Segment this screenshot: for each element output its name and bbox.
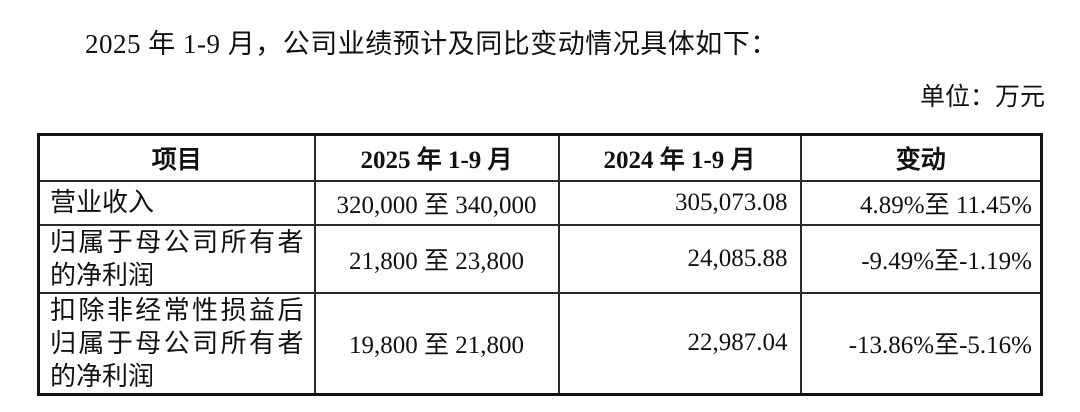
- table-row-net-profit: 归属于母公司所有者的净利润 21,800 至 23,800 24,085.88 …: [37, 223, 1043, 294]
- cell-change-value: -9.49%至-1.19%: [799, 223, 1043, 294]
- table-row-revenue: 营业收入 320,000 至 340,000 305,073.08 4.89%至…: [37, 179, 1043, 226]
- cell-change-value: 4.89%至 11.45%: [799, 179, 1043, 226]
- cell-2024-value: 24,085.88: [557, 223, 802, 294]
- unit-label: 单位：万元: [919, 84, 1045, 111]
- cell-item-name: 扣除非经常性损益后归属于母公司所有者的净利润: [37, 291, 316, 395]
- col-header-item: 项目: [37, 133, 316, 182]
- cell-2025-value: 320,000 至 340,000: [313, 179, 560, 226]
- col-header-2024: 2024 年 1-9 月: [557, 133, 802, 182]
- table-row-net-profit-excl-nonrecurring: 扣除非经常性损益后归属于母公司所有者的净利润 19,800 至 21,800 2…: [37, 291, 1043, 395]
- cell-2025-value: 21,800 至 23,800: [313, 223, 560, 294]
- cell-2025-value: 19,800 至 21,800: [313, 291, 560, 395]
- cell-2024-value: 22,987.04: [557, 291, 802, 395]
- table-header-row: 项目 2025 年 1-9 月 2024 年 1-9 月 变动: [37, 133, 1043, 182]
- document-title: 2025 年 1-9 月，公司业绩预计及同比变动情况具体如下：: [85, 29, 778, 59]
- cell-change-value: -13.86%至-5.16%: [799, 291, 1043, 395]
- col-header-change: 变动: [799, 133, 1043, 182]
- cell-2024-value: 305,073.08: [557, 179, 802, 226]
- col-header-2025: 2025 年 1-9 月: [313, 133, 560, 182]
- performance-forecast-table: 项目 2025 年 1-9 月 2024 年 1-9 月 变动 营业收入 320…: [37, 133, 1043, 396]
- cell-item-name: 营业收入: [37, 179, 316, 226]
- cell-item-name: 归属于母公司所有者的净利润: [37, 223, 316, 294]
